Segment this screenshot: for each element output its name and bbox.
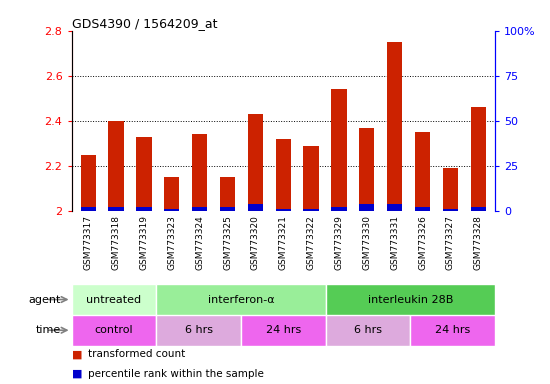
Text: time: time xyxy=(35,325,60,335)
Bar xyxy=(164,177,179,211)
Bar xyxy=(471,207,486,211)
Bar xyxy=(108,207,124,211)
Text: GSM773331: GSM773331 xyxy=(390,215,399,270)
Text: interferon-α: interferon-α xyxy=(207,295,274,305)
Bar xyxy=(80,155,96,211)
Bar xyxy=(80,207,96,211)
Text: control: control xyxy=(95,325,133,335)
Bar xyxy=(326,315,410,346)
Bar xyxy=(443,209,458,211)
Text: GSM773325: GSM773325 xyxy=(223,215,232,270)
Text: GSM773323: GSM773323 xyxy=(167,215,177,270)
Bar xyxy=(136,207,152,211)
Bar xyxy=(276,209,291,211)
Bar xyxy=(331,207,346,211)
Bar xyxy=(136,137,152,211)
Bar xyxy=(359,128,375,211)
Bar xyxy=(192,134,207,211)
Bar xyxy=(276,139,291,211)
Bar xyxy=(326,284,495,315)
Bar xyxy=(241,315,326,346)
Bar xyxy=(72,284,156,315)
Bar xyxy=(387,204,403,211)
Text: agent: agent xyxy=(28,295,60,305)
Bar xyxy=(248,204,263,211)
Bar xyxy=(304,146,319,211)
Text: ■: ■ xyxy=(72,349,82,359)
Text: GSM773318: GSM773318 xyxy=(112,215,120,270)
Bar xyxy=(471,108,486,211)
Text: 6 hrs: 6 hrs xyxy=(354,325,382,335)
Text: 24 hrs: 24 hrs xyxy=(266,325,301,335)
Bar xyxy=(443,168,458,211)
Bar xyxy=(220,207,235,211)
Text: interleukin 28B: interleukin 28B xyxy=(367,295,453,305)
Text: 24 hrs: 24 hrs xyxy=(435,325,470,335)
Bar xyxy=(192,207,207,211)
Bar xyxy=(220,177,235,211)
Text: GSM773329: GSM773329 xyxy=(334,215,343,270)
Bar xyxy=(415,132,430,211)
Bar xyxy=(156,315,241,346)
Text: GSM773321: GSM773321 xyxy=(279,215,288,270)
Text: GSM773320: GSM773320 xyxy=(251,215,260,270)
Text: GSM773324: GSM773324 xyxy=(195,215,204,270)
Bar xyxy=(164,209,179,211)
Text: GSM773328: GSM773328 xyxy=(474,215,483,270)
Text: transformed count: transformed count xyxy=(88,349,185,359)
Bar xyxy=(331,89,346,211)
Text: ■: ■ xyxy=(72,369,82,379)
Text: percentile rank within the sample: percentile rank within the sample xyxy=(88,369,264,379)
Text: GDS4390 / 1564209_at: GDS4390 / 1564209_at xyxy=(72,17,217,30)
Bar xyxy=(72,315,156,346)
Bar xyxy=(410,315,495,346)
Text: untreated: untreated xyxy=(86,295,141,305)
Text: GSM773326: GSM773326 xyxy=(418,215,427,270)
Bar xyxy=(304,209,319,211)
Bar xyxy=(387,42,403,211)
Bar xyxy=(108,121,124,211)
Text: 6 hrs: 6 hrs xyxy=(185,325,212,335)
Text: GSM773317: GSM773317 xyxy=(84,215,93,270)
Bar xyxy=(156,284,326,315)
Text: GSM773319: GSM773319 xyxy=(140,215,148,270)
Bar xyxy=(359,204,375,211)
Text: GSM773322: GSM773322 xyxy=(306,215,316,270)
Bar xyxy=(248,114,263,211)
Text: GSM773327: GSM773327 xyxy=(446,215,455,270)
Text: GSM773330: GSM773330 xyxy=(362,215,371,270)
Bar xyxy=(415,207,430,211)
